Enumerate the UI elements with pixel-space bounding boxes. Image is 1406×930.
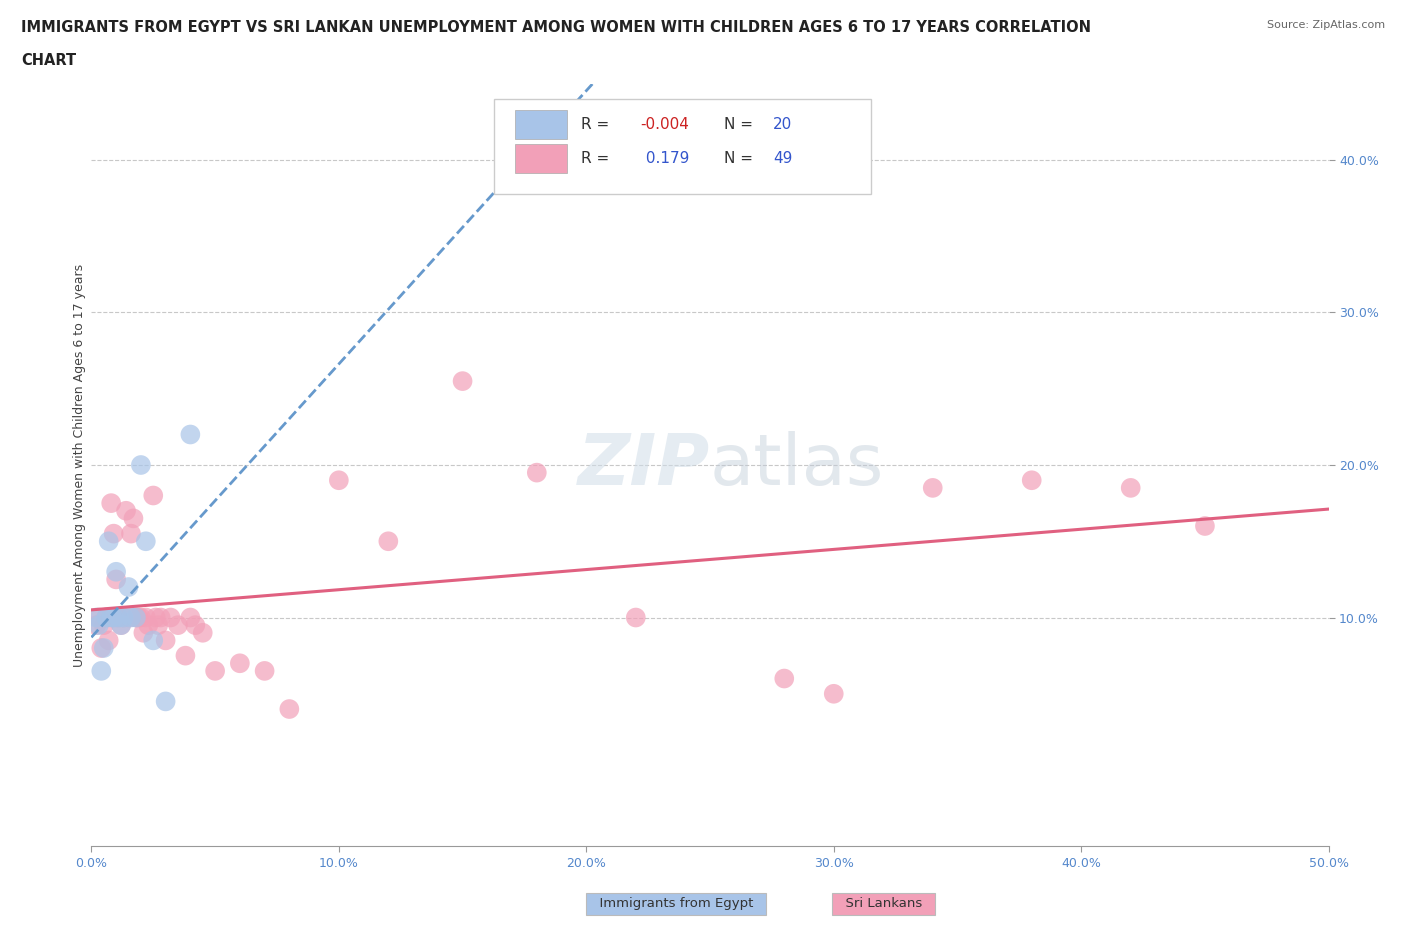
Point — [117, 610, 139, 625]
Point — [132, 625, 155, 640]
Point — [96, 610, 118, 625]
Point — [90, 663, 112, 678]
Text: R =: R = — [581, 116, 614, 132]
Point — [115, 503, 138, 518]
Point — [122, 511, 145, 525]
Point — [136, 618, 159, 632]
Point — [204, 663, 226, 678]
Point — [328, 472, 350, 487]
Y-axis label: Unemployment Among Women with Children Ages 6 to 17 years: Unemployment Among Women with Children A… — [73, 263, 86, 667]
Point — [624, 610, 647, 625]
Point — [253, 663, 276, 678]
Point — [155, 633, 177, 648]
Point — [120, 526, 142, 541]
Point — [105, 572, 128, 587]
Point — [93, 641, 115, 656]
Point — [87, 610, 110, 625]
Point — [1119, 481, 1142, 496]
Text: 49: 49 — [773, 151, 793, 166]
Point — [142, 633, 165, 648]
Point — [823, 686, 845, 701]
Text: 0.179: 0.179 — [641, 151, 689, 166]
Point — [107, 610, 129, 625]
FancyBboxPatch shape — [515, 110, 567, 139]
FancyBboxPatch shape — [494, 99, 870, 194]
Point — [127, 610, 149, 625]
Text: Immigrants from Egypt: Immigrants from Egypt — [591, 897, 762, 910]
Point — [377, 534, 399, 549]
Point — [86, 618, 108, 632]
Point — [97, 633, 120, 648]
Point — [129, 458, 152, 472]
Point — [112, 610, 135, 625]
Point — [125, 610, 148, 625]
Text: atlas: atlas — [710, 431, 884, 499]
Point — [97, 534, 120, 549]
Point — [110, 618, 132, 632]
Point — [179, 610, 201, 625]
Text: N =: N = — [724, 116, 758, 132]
Point — [148, 618, 170, 632]
Point — [100, 610, 122, 625]
Point — [86, 610, 108, 625]
Point — [93, 618, 115, 632]
Point — [229, 656, 252, 671]
Text: IMMIGRANTS FROM EGYPT VS SRI LANKAN UNEMPLOYMENT AMONG WOMEN WITH CHILDREN AGES : IMMIGRANTS FROM EGYPT VS SRI LANKAN UNEM… — [21, 20, 1091, 35]
Text: Source: ZipAtlas.com: Source: ZipAtlas.com — [1267, 20, 1385, 31]
Point — [135, 610, 157, 625]
Point — [120, 610, 142, 625]
Point — [105, 565, 128, 579]
Point — [184, 618, 207, 632]
Point — [135, 534, 157, 549]
FancyBboxPatch shape — [515, 144, 567, 173]
Point — [129, 610, 152, 625]
Point — [103, 526, 125, 541]
Point — [103, 610, 125, 625]
Point — [107, 610, 129, 625]
Point — [142, 488, 165, 503]
Point — [155, 694, 177, 709]
Point — [191, 625, 214, 640]
Point — [149, 610, 172, 625]
Point — [1194, 519, 1216, 534]
Text: Sri Lankans: Sri Lankans — [837, 897, 931, 910]
Point — [167, 618, 190, 632]
Point — [110, 618, 132, 632]
Point — [90, 641, 112, 656]
Text: CHART: CHART — [21, 53, 76, 68]
Text: N =: N = — [724, 151, 758, 166]
Point — [773, 671, 796, 686]
Point — [451, 374, 474, 389]
Point — [100, 496, 122, 511]
Point — [117, 579, 139, 594]
Point — [87, 618, 110, 632]
Point — [96, 610, 118, 625]
Point — [921, 481, 943, 496]
Text: ZIP: ZIP — [578, 431, 710, 499]
Point — [112, 610, 135, 625]
Point — [125, 610, 148, 625]
Point — [174, 648, 197, 663]
Point — [1021, 472, 1043, 487]
Point — [526, 465, 548, 480]
Point — [105, 610, 128, 625]
Point — [159, 610, 181, 625]
Text: -0.004: -0.004 — [641, 116, 689, 132]
Point — [145, 610, 167, 625]
Text: R =: R = — [581, 151, 614, 166]
Point — [278, 701, 301, 716]
Point — [179, 427, 201, 442]
Text: 20: 20 — [773, 116, 793, 132]
